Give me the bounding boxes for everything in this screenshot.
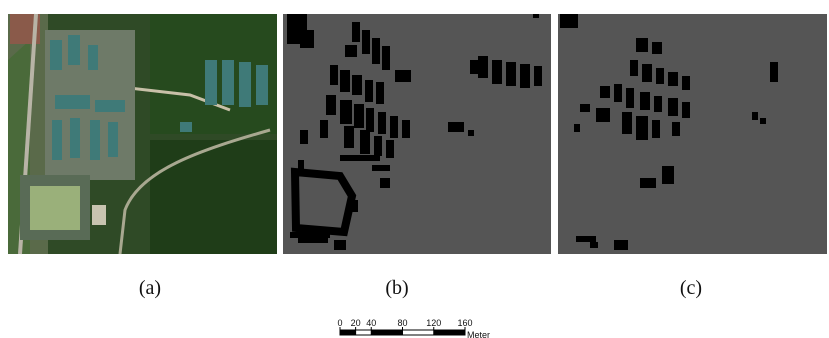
satellite-image [8, 14, 277, 254]
scale-bar-label: 0 [337, 318, 342, 328]
scale-bar-label: 80 [397, 318, 407, 328]
scale-bar-label: 120 [426, 318, 441, 328]
scale-bar-segment [434, 330, 465, 335]
predicted-mask [558, 14, 827, 254]
scale-bar-unit: Meter [467, 330, 490, 338]
figure: (a) (b) (c) 0 20 40 80 120 160 Meter [0, 0, 829, 338]
caption: (b) [385, 277, 408, 299]
scale-bar-segment [371, 330, 402, 335]
scale-bar: 0 20 40 80 120 160 Meter [337, 318, 490, 338]
scale-bar-label: 40 [366, 318, 376, 328]
scale-bar-label: 160 [457, 318, 472, 328]
caption: (c) [680, 277, 702, 299]
caption: (a) [139, 277, 161, 299]
scale-bar-label: 20 [351, 318, 361, 328]
scale-bar-segment [340, 330, 356, 335]
ground-truth-mask [283, 14, 551, 254]
